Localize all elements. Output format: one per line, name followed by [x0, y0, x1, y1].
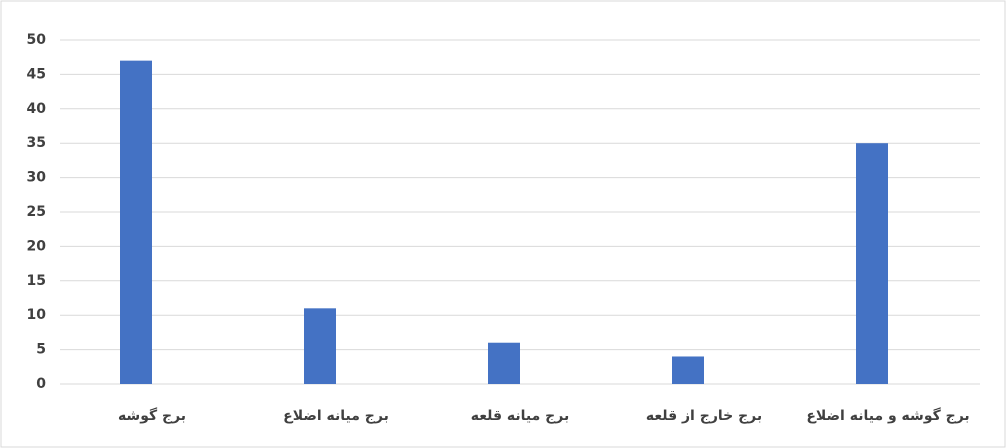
y-tick-label: 5 [36, 342, 46, 358]
y-tick-label: 40 [27, 101, 47, 117]
y-tick-label: 50 [27, 32, 47, 48]
chart: 0 5 10 15 20 25 30 35 40 45 50 برج گوشه برج میانه اض… [0, 0, 1006, 448]
bar [120, 61, 152, 384]
y-tick-label: 15 [27, 273, 46, 289]
y-tick-label: 30 [27, 170, 47, 186]
y-tick-label: 20 [27, 238, 47, 254]
x-tick-label: برج میانه اضلاع [283, 408, 389, 424]
bar [672, 356, 704, 384]
x-tick-label: برج گوشه و میانه اضلاع [806, 407, 969, 424]
y-tick-label: 35 [27, 135, 46, 151]
y-tick-label: 45 [27, 66, 46, 82]
x-tick-label: برج میانه قلعه [471, 408, 569, 424]
bar [856, 143, 888, 384]
bar [304, 308, 336, 384]
y-tick-label: 0 [36, 376, 46, 392]
x-tick-label: برج گوشه [118, 407, 186, 424]
bar [488, 343, 520, 384]
y-tick-label: 10 [27, 307, 47, 323]
x-tick-label: برج خارج از قلعه [646, 408, 762, 424]
y-tick-label: 25 [27, 204, 46, 220]
